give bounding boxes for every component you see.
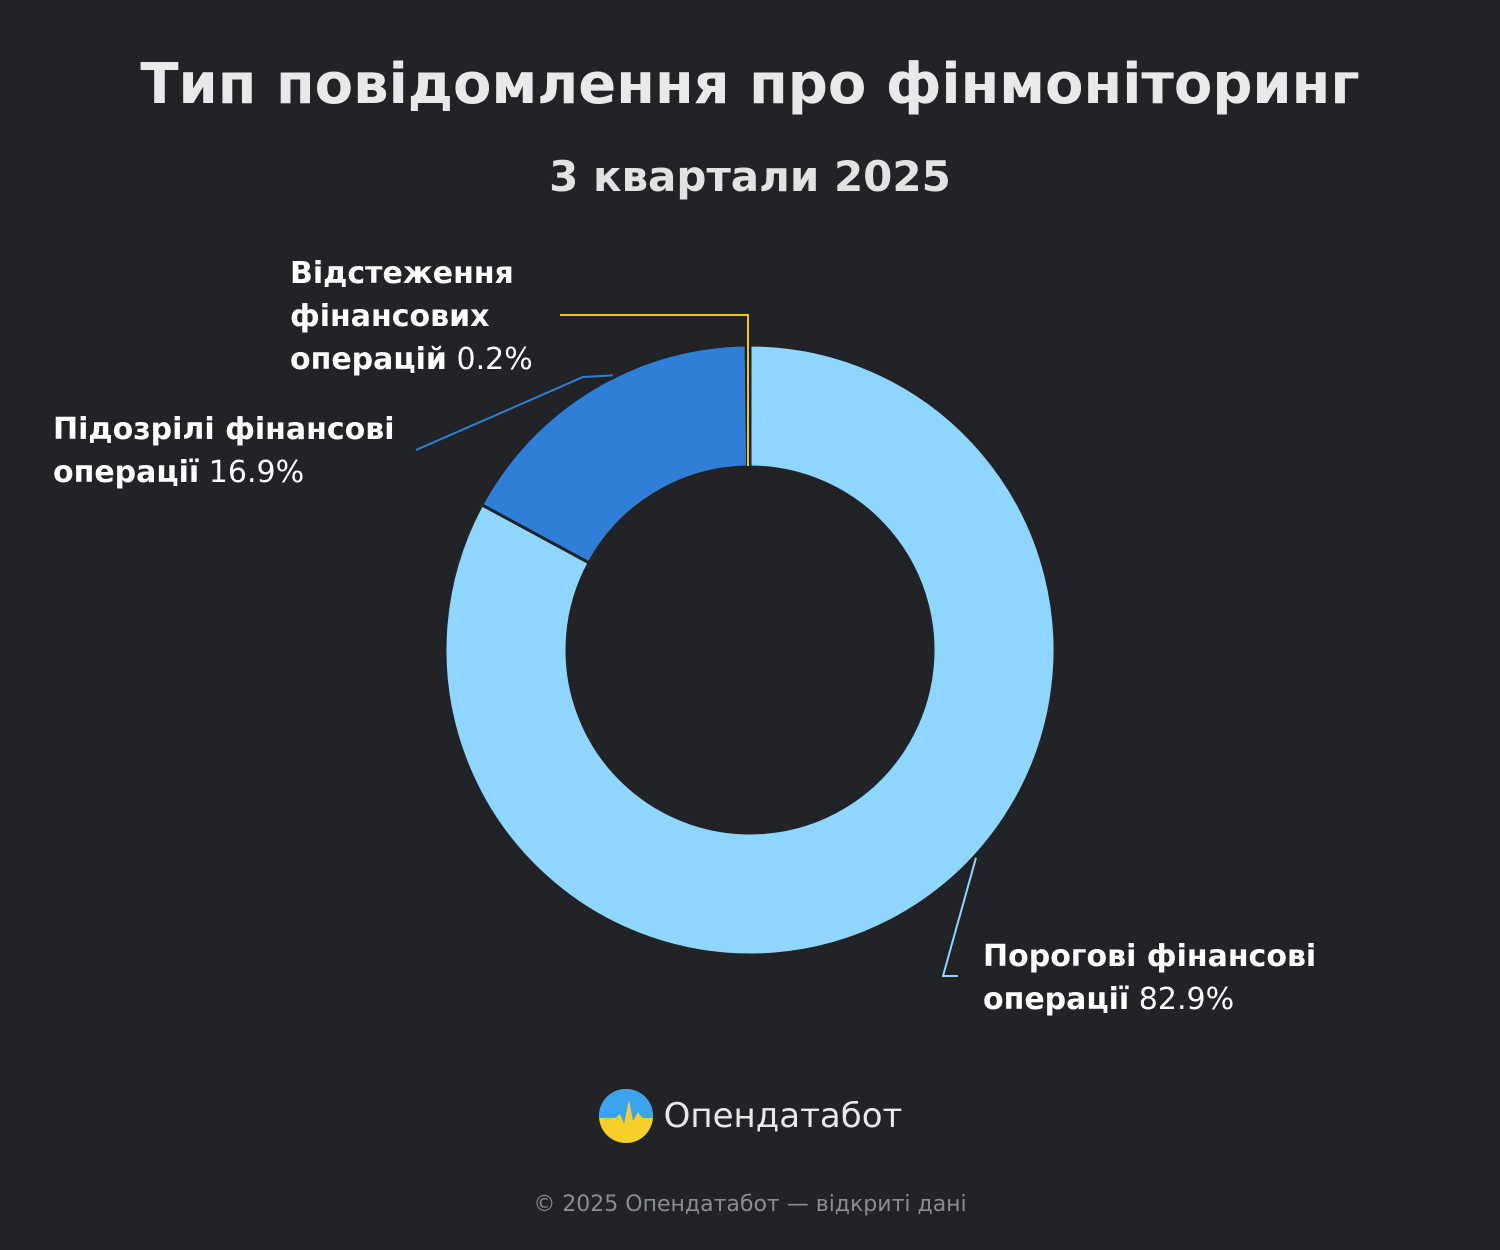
slice-suspicious-operations xyxy=(480,343,750,565)
leader-line-tracking-operations xyxy=(560,314,749,466)
label-text: операції xyxy=(53,455,200,490)
label-text: фінансових xyxy=(290,299,490,334)
data-label-suspicious-operations: Підозрілі фінансові операції 16.9% xyxy=(53,408,453,494)
donut-slices xyxy=(443,343,1057,957)
label-text: Порогові фінансові xyxy=(983,939,1317,974)
leader-line-suspicious-operations xyxy=(415,374,613,451)
chart-subtitle: 3 квартали 2025 xyxy=(549,152,951,201)
footer-copyright: © 2025 Опендатабот — відкриті дані xyxy=(533,1192,967,1217)
label-text: Відстеження xyxy=(290,256,514,291)
opendatabot-logo-icon xyxy=(598,1089,653,1143)
leader-line-threshold-operations xyxy=(941,857,977,977)
label-value: 82.9% xyxy=(1138,982,1235,1017)
label-text: операцій xyxy=(290,342,447,377)
data-label-threshold-operations: Порогові фінансові операції 82.9% xyxy=(983,935,1403,1021)
slice-threshold-operations xyxy=(443,343,1057,957)
label-value: 0.2% xyxy=(456,342,533,377)
brand: Опендатабот xyxy=(0,1088,1500,1144)
label-value: 16.9% xyxy=(208,455,305,490)
data-label-tracking-operations: Відстеження фінансових операцій 0.2% xyxy=(290,252,580,381)
brand-name: Опендатабот xyxy=(663,1096,903,1136)
label-text: Підозрілі фінансові xyxy=(53,412,395,447)
chart-title: Тип повідомлення про фінмоніторинг xyxy=(140,52,1360,117)
leader-lines xyxy=(415,314,977,977)
label-text: операції xyxy=(983,982,1130,1017)
